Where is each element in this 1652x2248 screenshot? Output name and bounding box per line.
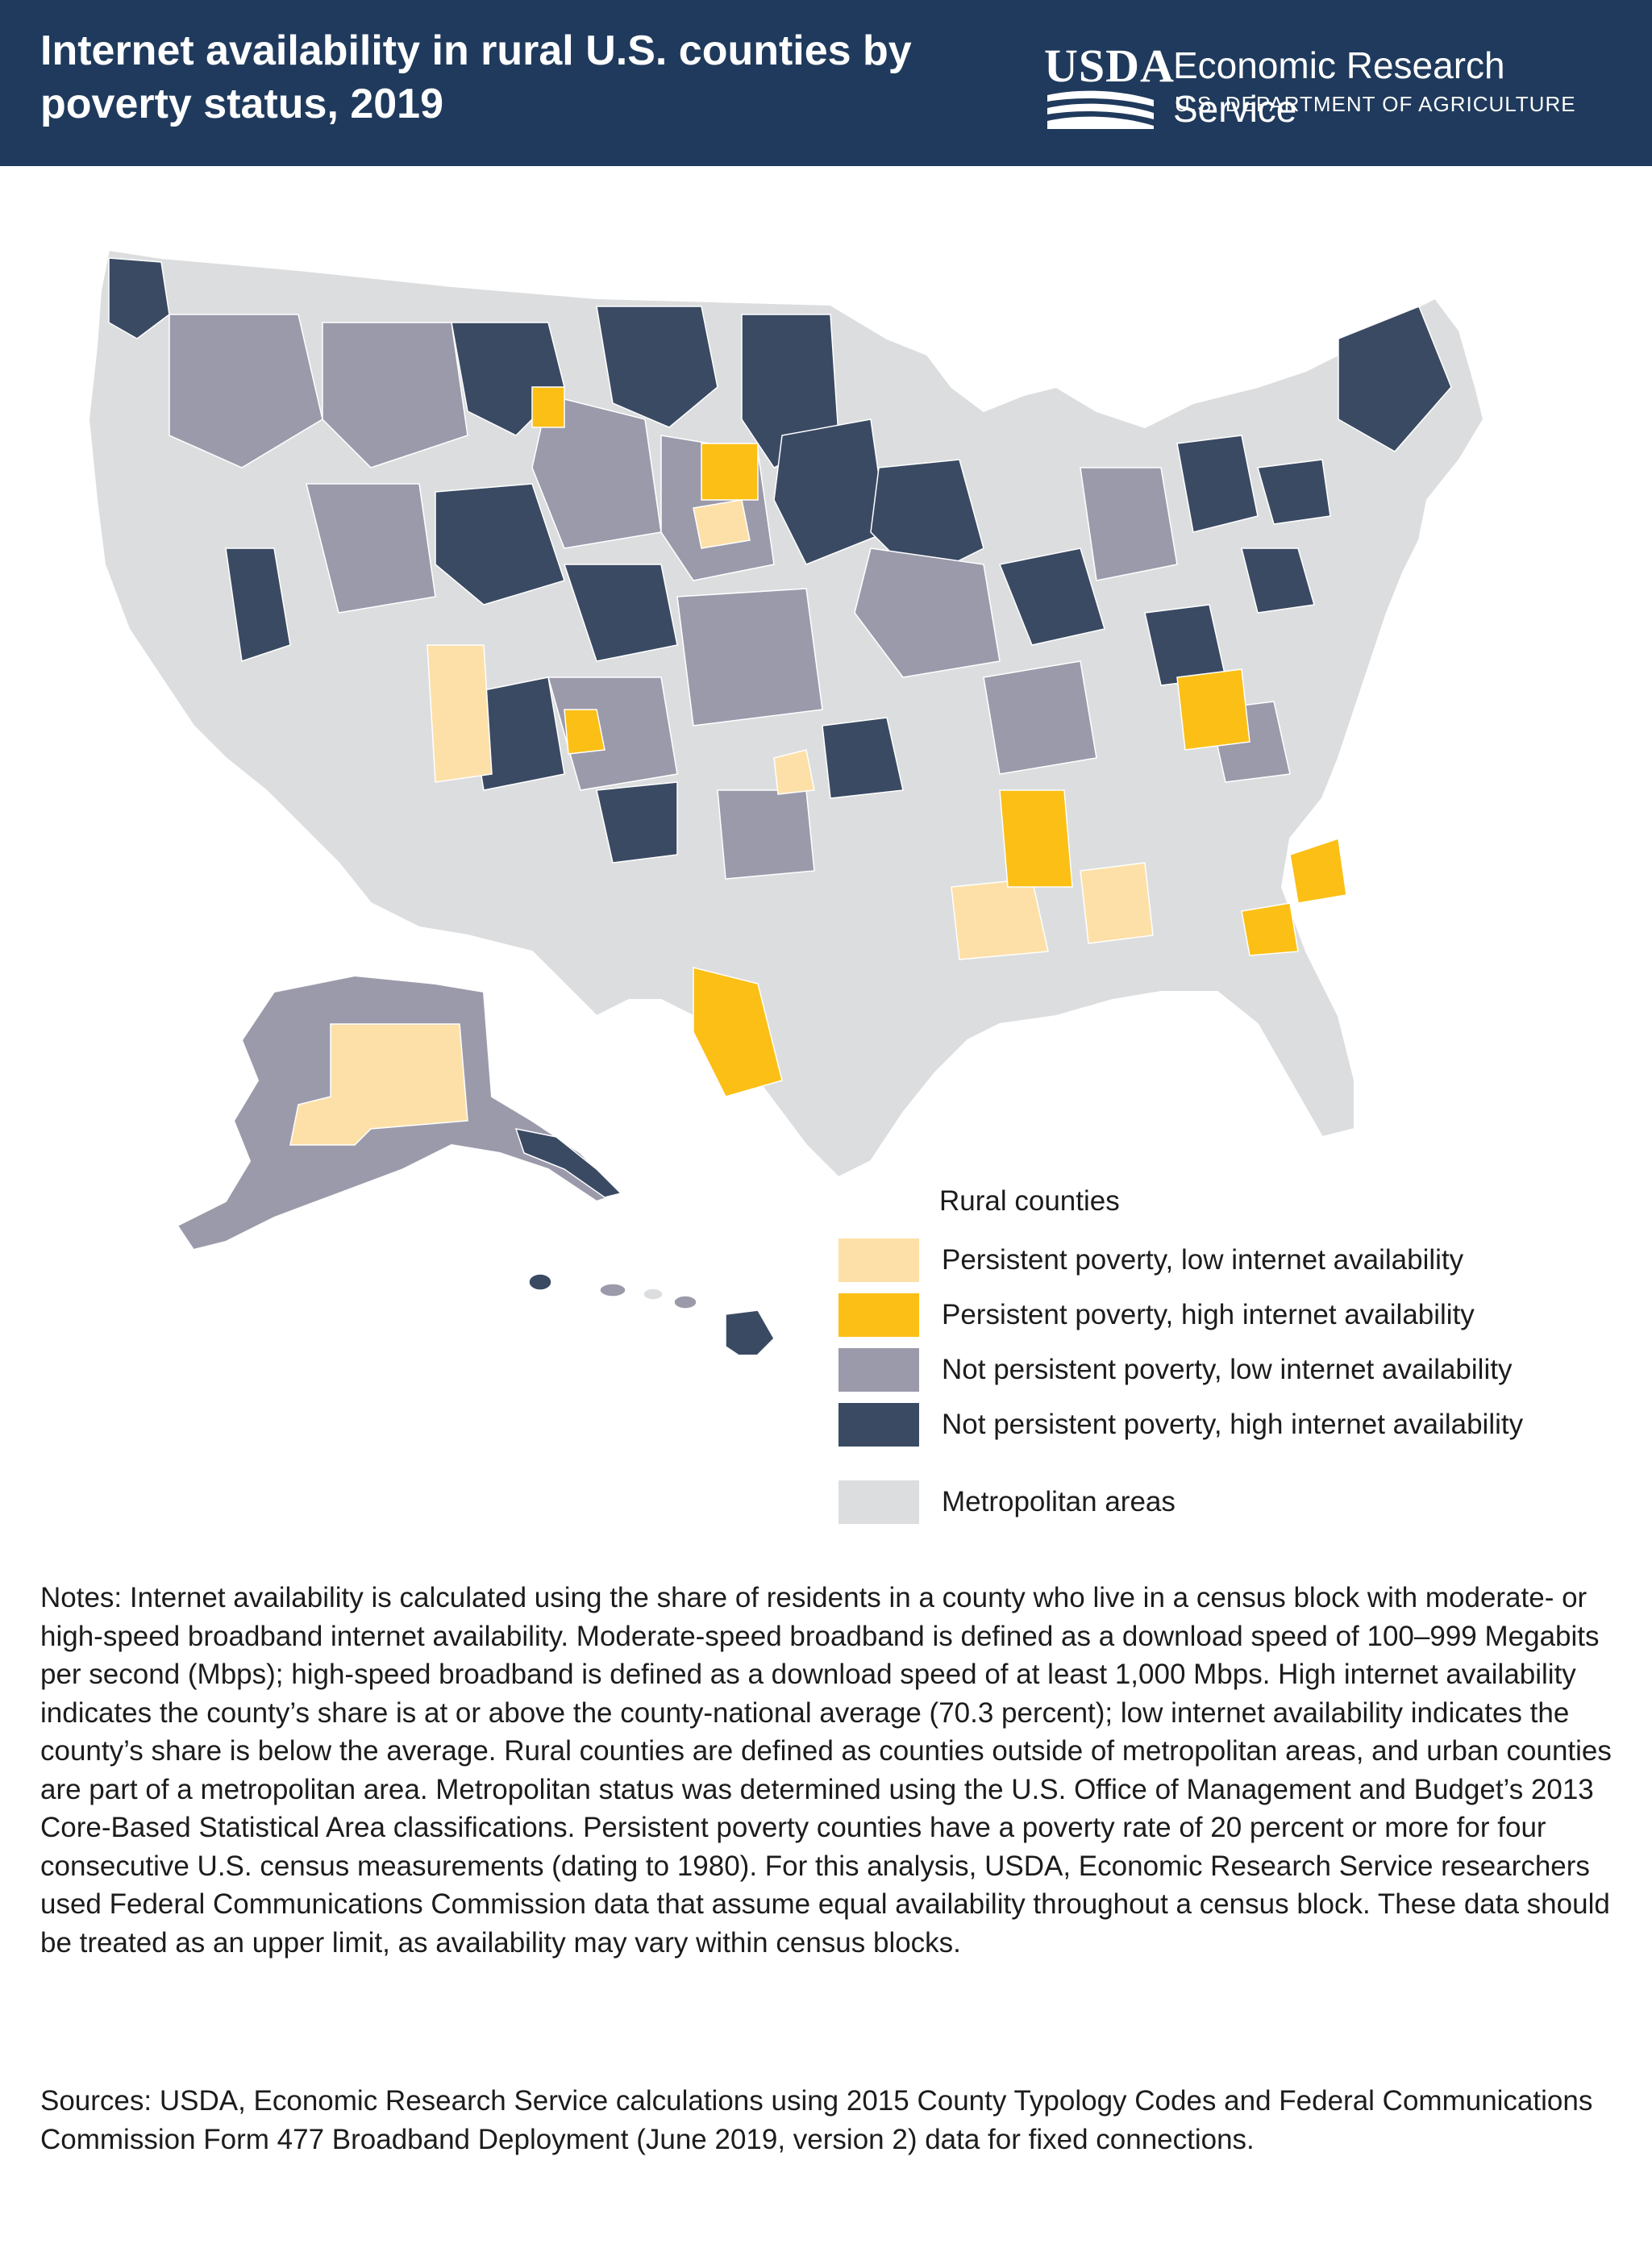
alaska-persistent-low: [289, 1023, 468, 1146]
legend-swatch: [838, 1403, 919, 1447]
legend-swatch: [838, 1348, 919, 1392]
legend-item: Persistent poverty, low internet availab…: [838, 1238, 1612, 1282]
agency-name: Economic Research Service: [1173, 44, 1505, 130]
persistent-low-regions: [427, 499, 1154, 960]
header-banner: Internet availability in rural U.S. coun…: [0, 0, 1652, 166]
usda-logo-text: USDA: [1044, 40, 1175, 92]
legend-item: Not persistent poverty, low internet ava…: [838, 1348, 1612, 1392]
map-legend: Rural counties Persistent poverty, low i…: [838, 1185, 1612, 1535]
legend-label: Not persistent poverty, high internet av…: [942, 1409, 1524, 1440]
county-map: [32, 226, 1612, 1363]
us-county-map-svg: [87, 248, 1485, 1363]
legend-item: Not persistent poverty, high internet av…: [838, 1403, 1612, 1447]
alaska-dark-coast: [514, 1128, 622, 1198]
legend-label: Not persistent poverty, low internet ava…: [942, 1354, 1513, 1385]
legend-swatch: [838, 1293, 919, 1337]
usda-swoosh-icon: [1047, 90, 1154, 129]
not-persistent-high-regions: [108, 257, 1452, 864]
chart-title: Internet availability in rural U.S. coun…: [40, 27, 912, 127]
legend-label: Metropolitan areas: [942, 1486, 1176, 1517]
department-name: U.S. DEPARTMENT OF AGRICULTURE: [1175, 92, 1576, 116]
not-persistent-low-regions: [169, 314, 1291, 880]
legend-item: Persistent poverty, high internet availa…: [838, 1293, 1612, 1337]
sources-text: Sources: USDA, Economic Research Service…: [40, 2085, 1593, 2155]
usda-ers-logo: USDA Economic Research Service U.S. DEPA…: [1044, 39, 1625, 130]
legend-swatch: [838, 1238, 919, 1282]
persistent-high-regions: [531, 386, 1347, 1097]
legend-label: Persistent poverty, high internet availa…: [942, 1299, 1475, 1330]
legend-title: Rural counties: [939, 1185, 1120, 1217]
legend-item-metro: Metropolitan areas: [838, 1480, 1612, 1524]
hawaii-shape: [528, 1273, 775, 1363]
legend-label: Persistent poverty, low internet availab…: [942, 1244, 1464, 1276]
notes-text: Notes: Internet availability is calculat…: [40, 1582, 1612, 1959]
legend-swatch: [838, 1480, 919, 1524]
